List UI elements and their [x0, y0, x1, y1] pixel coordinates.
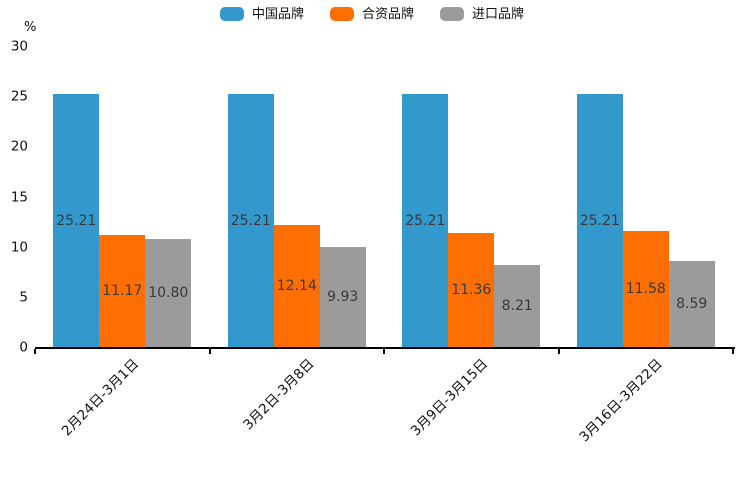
bar-value-label: 11.36 [451, 282, 492, 298]
legend-item: 中国品牌 [219, 6, 304, 22]
x-axis-line [35, 347, 735, 349]
x-tick-label: 3月16日-3月22日 [576, 356, 667, 446]
bar [668, 260, 715, 347]
x-tick [208, 349, 211, 354]
legend-swatch [440, 7, 464, 21]
bar-value-label: 10.80 [148, 284, 189, 301]
legend-item: 合资品牌 [329, 6, 414, 22]
y-tick-label: 20 [10, 138, 28, 155]
bar-value-label: 9.93 [327, 289, 359, 306]
legend: 中国品牌 合资品牌 进口品牌 [0, 7, 744, 21]
y-tick-label: 0 [19, 339, 28, 356]
y-tick-label: 25 [10, 88, 28, 105]
bar-value-label: 25.21 [230, 212, 271, 229]
bar [402, 94, 449, 347]
x-tick [732, 349, 734, 354]
bar [622, 230, 669, 347]
y-axis-unit-label: % [24, 20, 37, 35]
bar [145, 238, 192, 347]
bar-value-label: 8.21 [501, 297, 533, 314]
x-tick-label: 3月2日-3月8日 [239, 356, 318, 434]
bar-value-label: 25.21 [405, 212, 446, 229]
x-tick-label: 2月24日-3月1日 [59, 356, 143, 440]
bar [319, 247, 366, 347]
y-tick-label: 15 [10, 188, 28, 205]
y-tick-label: 30 [10, 38, 28, 55]
legend-swatch [329, 7, 354, 21]
x-tick-label: 3月9日-3月15日 [408, 356, 492, 440]
legend-label: 中国品牌 [251, 6, 304, 22]
bar [53, 94, 100, 347]
bar [99, 234, 146, 347]
bar-value-label: 8.59 [676, 295, 708, 312]
legend-swatch [219, 7, 244, 21]
x-tick [34, 349, 36, 354]
x-tick [557, 349, 560, 354]
bar [227, 94, 274, 347]
bar-value-label: 11.17 [102, 282, 143, 299]
bar [448, 233, 495, 347]
x-tick [383, 349, 385, 354]
bar [576, 94, 623, 347]
bar [494, 264, 541, 347]
legend-item: 进口品牌 [440, 7, 524, 21]
bar-value-label: 11.58 [625, 280, 666, 297]
y-tick-label: 5 [19, 289, 28, 306]
bar-value-label: 25.21 [579, 212, 620, 229]
legend-label: 进口品牌 [472, 6, 525, 22]
legend-label: 合资品牌 [361, 6, 414, 22]
y-tick-label: 10 [10, 238, 28, 255]
bar-value-label: 12.14 [276, 278, 317, 295]
bar-value-label: 25.21 [56, 212, 97, 229]
bar [273, 225, 320, 347]
